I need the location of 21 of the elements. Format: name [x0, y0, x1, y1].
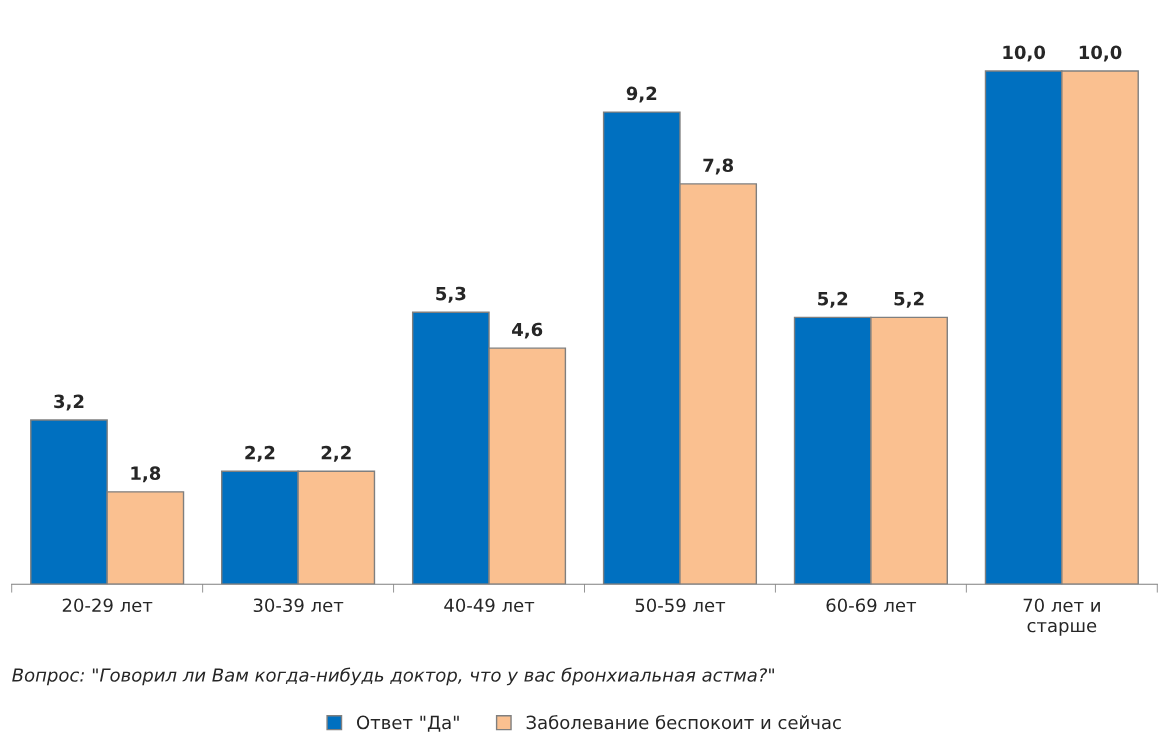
data-label: 3,2 — [54, 394, 84, 411]
data-label: 7,8 — [703, 158, 734, 175]
data-label: 2,2 — [321, 445, 351, 462]
data-label: 5,2 — [894, 291, 924, 308]
data-label: 1,8 — [131, 466, 161, 483]
data-label: 5,3 — [436, 286, 466, 303]
data-label: 9,2 — [626, 86, 657, 103]
legend-label: Ответ "Да" — [356, 715, 459, 732]
data-label: 2,2 — [245, 445, 275, 462]
x-tick-label: 70 лет и старше — [1023, 598, 1100, 636]
data-label: 10,0 — [1079, 45, 1122, 62]
x-tick-label: 40-49 лет — [444, 598, 535, 613]
x-tick-label: 50-59 лет — [635, 598, 726, 613]
data-label: 5,2 — [818, 291, 848, 308]
legend-label: Заболевание беспокоит и сейчас — [526, 714, 841, 730]
x-tick-label: 60-69 лет — [826, 598, 917, 613]
x-tick-label: 30-39 лет — [253, 598, 344, 613]
text: Вопрос: "Говорил ли Вам когда-нибудь доктор, что у вас бронхиальная астма?" — [12, 667, 774, 686]
data-label: 4,6 — [512, 322, 543, 339]
x-tick-label: 20-29 лет — [62, 598, 153, 613]
data-label: 10,0 — [1003, 45, 1046, 62]
